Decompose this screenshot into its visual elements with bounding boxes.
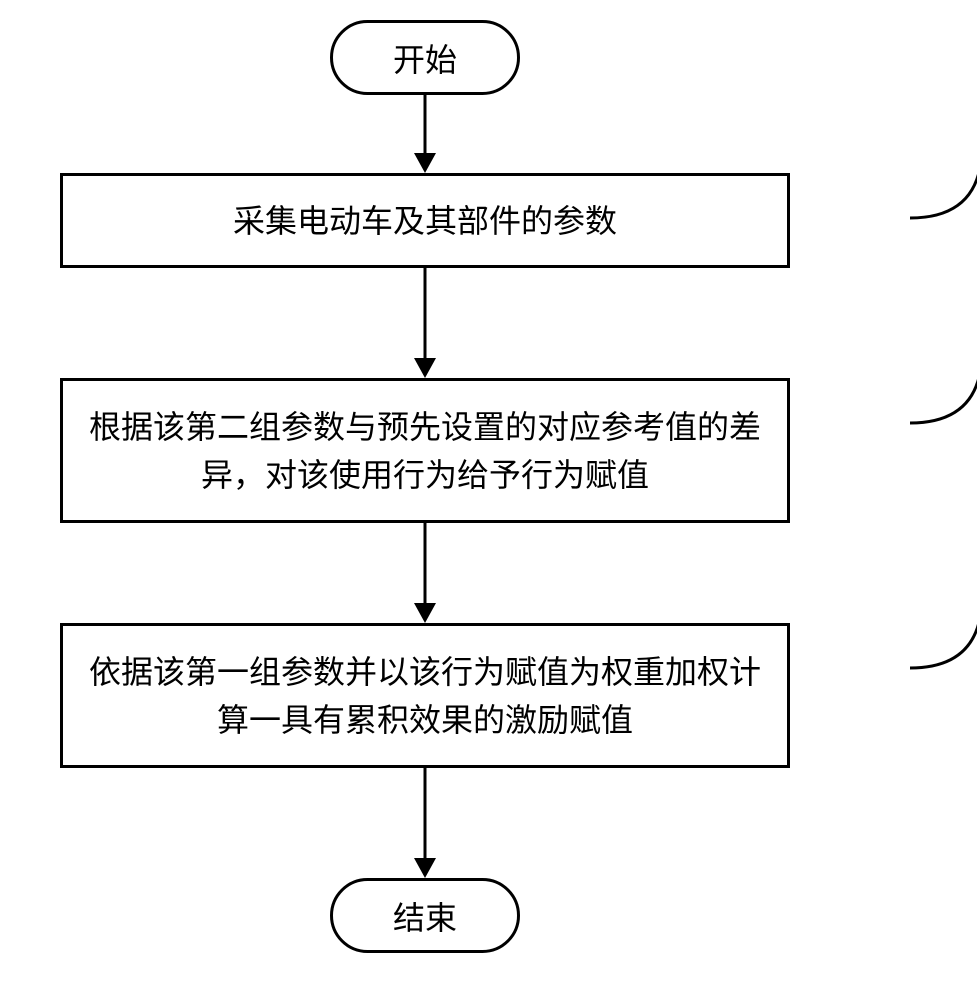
start-text: 开始 xyxy=(393,35,457,81)
end-node: 结束 xyxy=(330,878,520,953)
step3-connector xyxy=(910,613,977,673)
end-text: 结束 xyxy=(393,893,457,939)
step3-node: 依据该第一组参数并以该行为赋值为权重加权计算一具有累积效果的激励赋值 xyxy=(60,623,790,768)
step2-node: 根据该第二组参数与预先设置的对应参考值的差异，对该使用行为给予行为赋值 xyxy=(60,378,790,523)
step2-row: 根据该第二组参数与预先设置的对应参考值的差异，对该使用行为给予行为赋值 302 xyxy=(60,378,920,523)
arrow-3 xyxy=(60,523,790,623)
start-node: 开始 xyxy=(330,20,520,95)
step2-text: 根据该第二组参数与预先设置的对应参考值的差异，对该使用行为给予行为赋值 xyxy=(83,403,767,499)
step1-node: 采集电动车及其部件的参数 xyxy=(60,173,790,268)
step1-connector xyxy=(910,163,977,223)
step2-connector xyxy=(910,368,977,428)
arrow-4 xyxy=(60,768,790,878)
step1-row: 采集电动车及其部件的参数 301 xyxy=(60,173,920,268)
step3-row: 依据该第一组参数并以该行为赋值为权重加权计算一具有累积效果的激励赋值 303 xyxy=(60,623,920,768)
step3-text: 依据该第一组参数并以该行为赋值为权重加权计算一具有累积效果的激励赋值 xyxy=(83,648,767,744)
step1-text: 采集电动车及其部件的参数 xyxy=(233,197,617,245)
arrow-2 xyxy=(60,268,790,378)
flowchart-container: 开始 采集电动车及其部件的参数 301 根据该第二组参数与预先设置的对应参考值的… xyxy=(60,20,920,953)
arrow-1 xyxy=(60,95,790,173)
